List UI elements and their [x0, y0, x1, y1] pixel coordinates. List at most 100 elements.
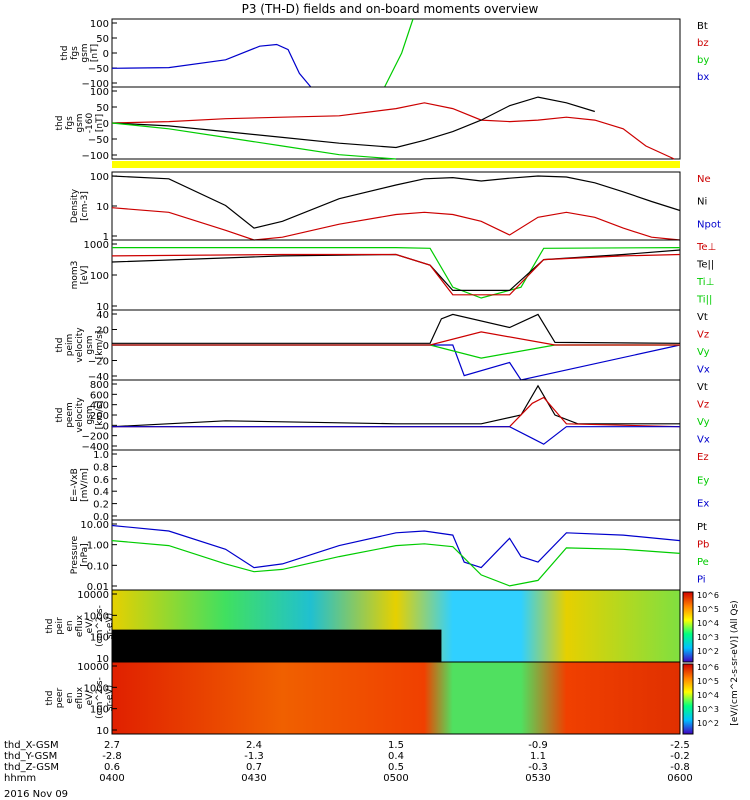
legend-Ez: Ez: [697, 452, 709, 463]
x-tick-label: 0.7: [246, 762, 262, 773]
x-tick-label: 0600: [667, 773, 692, 784]
y-tick-label: 0: [103, 49, 109, 60]
panel-frame: [111, 86, 681, 160]
x-tick-label: 2.7: [104, 740, 120, 751]
colorbar-tick: 10^4: [697, 691, 719, 700]
legend-Ti⊥: Ti⊥: [696, 277, 714, 288]
panel-frame: [111, 379, 681, 451]
panel-peir: 10000 1000 100 10 thd peir en eflux eV/(cm^2-s-s…: [45, 589, 681, 665]
x-tick-label: 2.4: [246, 740, 262, 751]
series-Vx: [112, 426, 680, 445]
y-tick-label: 1: [103, 232, 109, 243]
spectrogram-fill-region: [112, 629, 442, 662]
y-tick-label: 800: [90, 380, 109, 391]
y-axis-label: eflux: [75, 686, 85, 709]
y-axis-label: [eV]: [80, 266, 90, 285]
series-Ni: [111, 175, 681, 229]
x-tick-label: 0.6: [104, 762, 120, 773]
y-tick-label: −100: [82, 151, 109, 162]
x-tick-label: 0500: [383, 773, 408, 784]
y-axis-label: (cm^2-s-: [95, 677, 105, 719]
y-tick-label: −40: [88, 372, 109, 383]
series-Ne: [111, 207, 681, 241]
panel-peer: 10000 1000 100 10 thd peer en eflux eV/(cm^2-s-s…: [45, 661, 681, 737]
series-black: [111, 96, 595, 149]
legend-Bt: Bt: [697, 21, 708, 32]
y-axis-label: sr-eV): [105, 685, 115, 711]
x-tick-label: 0430: [241, 773, 266, 784]
y-axis-label: thd: [55, 338, 65, 353]
y-tick-label: 1000: [84, 683, 109, 694]
y-tick-label: −100: [82, 79, 109, 90]
y-tick-label: 10: [96, 726, 109, 737]
panel-frame: [111, 18, 681, 88]
legend-Ne: Ne: [697, 174, 711, 185]
x-tick-label: 0530: [525, 773, 550, 784]
y-tick-label: 10000: [77, 662, 109, 673]
y-tick-label: 600: [90, 390, 109, 401]
y-axis-label: [km/s]: [95, 401, 105, 430]
x-tick-label: 1.1: [530, 751, 546, 762]
series-Pe: [111, 540, 681, 587]
colorbar: 10^6 10^5 10^4 10^3 10^2 10^6 10^5 10^4 10^3 10^2…: [682, 591, 740, 735]
x-axis: thd_X-GSM 2.7 2.4 1.5 -0.9 -2.5 thd_Y-GSM -2.8 -…: [4, 740, 693, 784]
x-row-name: thd_Y-GSM: [4, 751, 57, 762]
panel-frame: [111, 661, 681, 735]
series-by: [384, 18, 414, 88]
y-tick-label: 0.0: [93, 512, 109, 523]
legend-bz: bz: [697, 38, 709, 49]
panel-efield: 1.00.8 0.60.4 0.20.0 E=-VxB [mV/m] Ez Ey Ex: [70, 449, 709, 523]
colorbar-tick: 10^3: [697, 705, 719, 714]
x-tick-label: -2.5: [670, 740, 690, 751]
panel-pressure: 10.00 1.00 0.10 0.01 Pressure [nPa] Pt Pb Pe Pi: [70, 519, 709, 593]
y-axis-label: [km/s]: [95, 331, 105, 360]
x-row-name: thd_Z-GSM: [4, 762, 59, 773]
y-tick-label: 10: [96, 302, 109, 313]
y-tick-label: 100: [90, 172, 109, 183]
y-tick-label: 0: [103, 341, 109, 352]
series-green: [111, 122, 397, 160]
legend-by: by: [697, 55, 709, 66]
x-tick-label: 0.5: [388, 762, 404, 773]
y-tick-label: −50: [88, 64, 109, 75]
colorbar-tick: 10^4: [697, 619, 719, 628]
legend-Ti||: Ti||: [696, 295, 712, 306]
y-axis-label: -160: [85, 113, 95, 134]
y-tick-label: 0: [103, 421, 109, 432]
y-axis-label: thd: [45, 619, 55, 634]
y-tick-label: 100: [90, 633, 109, 644]
y-axis-label: peim: [65, 334, 75, 357]
colorbar-tick: 10^5: [697, 677, 719, 686]
series-bx: [111, 43, 312, 88]
y-axis-label: velocity: [75, 327, 85, 363]
y-axis-label: thd: [45, 691, 55, 706]
x-tick-label: -0.2: [670, 751, 690, 762]
panel-frame: [111, 449, 681, 521]
panel-fgs: 100 50 0 −50 −100 thd fgs gsm [nT] Bt bz by bx: [60, 18, 709, 90]
x-row-name: thd_X-GSM: [4, 740, 59, 751]
panel-peim-velocity: 40 20 0 −20 −40 thd peim velocity gsm [km/s] Vt Vz V…: [55, 309, 710, 383]
flag-bar: [112, 161, 680, 168]
series-Ti: [112, 247, 681, 299]
x-tick-label: -0.8: [670, 762, 690, 773]
y-tick-label: 0.01: [87, 582, 109, 593]
y-axis-label: eV/: [85, 690, 95, 706]
y-axis-label: E=-VxB: [70, 468, 80, 502]
y-tick-label: 10000: [77, 590, 109, 601]
y-axis-label: [mV/m]: [80, 468, 90, 502]
y-tick-label: 0.8: [93, 462, 109, 473]
y-tick-label: 400: [90, 401, 109, 412]
y-axis-label: [nPa]: [80, 543, 90, 566]
y-axis-label: velocity: [75, 397, 85, 433]
y-axis-label: fgs: [70, 46, 80, 60]
colorbar-tick: 10^2: [697, 647, 719, 656]
series-Vt: [111, 384, 680, 428]
series-Te⊥: [111, 253, 681, 296]
date-label: 2016 Nov 09: [4, 789, 68, 800]
y-tick-label: 50: [96, 103, 109, 114]
figure-title: P3 (TH-D) fields and on-board moments ov…: [242, 2, 539, 16]
legend-Vx: Vx: [697, 365, 710, 376]
y-tick-label: −200: [82, 432, 109, 443]
y-axis-label: peir: [55, 617, 65, 635]
